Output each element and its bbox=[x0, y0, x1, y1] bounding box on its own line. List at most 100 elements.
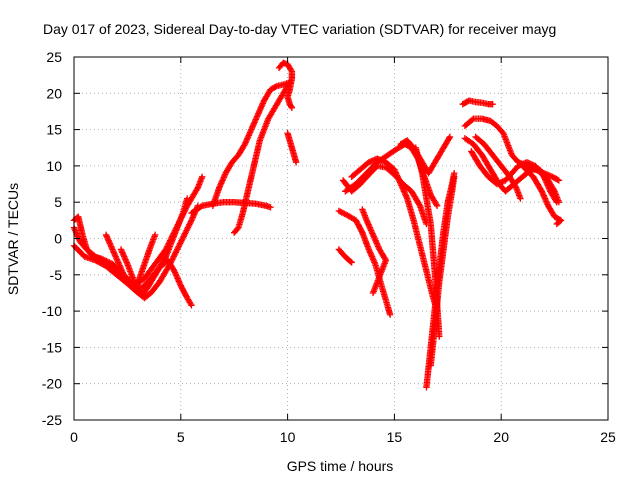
data-point bbox=[339, 209, 347, 217]
data-point bbox=[292, 159, 300, 166]
y-tick-label: -15 bbox=[42, 339, 62, 355]
series-arc-20 bbox=[423, 169, 458, 391]
x-tick-label: 25 bbox=[600, 429, 616, 445]
series-arc-24 bbox=[468, 148, 560, 206]
data-point bbox=[553, 199, 560, 206]
chart-title: Day 017 of 2023, Sidereal Day-to-day VTE… bbox=[43, 21, 556, 37]
data-point bbox=[335, 207, 343, 215]
data-point bbox=[170, 266, 177, 274]
data-point bbox=[175, 243, 182, 250]
data-point bbox=[554, 219, 562, 227]
x-axis-label: GPS time / hours bbox=[287, 458, 394, 474]
data-point bbox=[187, 300, 194, 308]
data-point bbox=[184, 195, 191, 202]
data-point bbox=[446, 133, 454, 141]
data-point bbox=[517, 195, 524, 202]
series-arc-05 bbox=[117, 195, 191, 299]
series-arc-10 bbox=[284, 130, 300, 166]
series-arc-22 bbox=[461, 115, 563, 184]
data-point bbox=[436, 333, 443, 340]
data-point bbox=[553, 220, 560, 228]
series-arc-16 bbox=[359, 206, 390, 297]
data-point bbox=[489, 100, 496, 108]
axis-ticks: 0 5 10 15 20 25 -25 -20 -15 -10 -5 0 5 10 15 20 25 bbox=[42, 49, 616, 445]
data-point bbox=[186, 220, 194, 227]
data-point bbox=[174, 246, 181, 253]
data-point bbox=[166, 260, 174, 268]
data-point bbox=[386, 311, 394, 318]
data-point bbox=[171, 250, 179, 257]
x-tick-label: 15 bbox=[387, 429, 403, 445]
data-point bbox=[341, 210, 348, 218]
series-arc-07 bbox=[231, 79, 293, 236]
series-arc-08 bbox=[209, 79, 293, 210]
data-point bbox=[176, 240, 184, 247]
data-point bbox=[171, 251, 178, 259]
y-tick-label: 25 bbox=[46, 49, 62, 65]
data-point bbox=[132, 281, 140, 289]
data-point bbox=[446, 134, 453, 142]
y-tick-label: 20 bbox=[46, 85, 62, 101]
y-tick-label: 10 bbox=[46, 158, 62, 174]
data-point bbox=[272, 83, 279, 90]
data-point bbox=[359, 206, 366, 213]
data-point bbox=[181, 230, 189, 237]
data-point bbox=[172, 249, 180, 256]
series-arc-06 bbox=[188, 199, 274, 217]
y-tick-label: 5 bbox=[54, 194, 62, 210]
data-point bbox=[167, 259, 175, 266]
series-arc-12 bbox=[335, 207, 394, 318]
data-point bbox=[184, 225, 191, 233]
data-point bbox=[178, 237, 185, 244]
data-point bbox=[358, 228, 365, 235]
y-axis-label: SDTVAR / TECUs bbox=[5, 183, 21, 295]
series-arc-04 bbox=[102, 231, 159, 289]
data-point bbox=[555, 177, 563, 184]
data-point bbox=[337, 208, 344, 215]
data-point bbox=[377, 247, 384, 254]
data-point bbox=[130, 277, 138, 284]
data-point bbox=[451, 169, 458, 177]
data-point bbox=[179, 236, 186, 243]
data-point bbox=[347, 258, 354, 265]
data-point bbox=[288, 104, 296, 112]
data-point bbox=[180, 233, 187, 240]
data-point bbox=[193, 185, 201, 193]
data-point bbox=[348, 259, 355, 266]
data-point bbox=[174, 244, 182, 252]
series-arc-21 bbox=[459, 97, 496, 108]
data-point bbox=[184, 224, 192, 231]
data-point bbox=[433, 201, 440, 208]
data-point bbox=[554, 176, 561, 183]
series-arc-26 bbox=[519, 162, 565, 228]
data-point bbox=[469, 116, 476, 123]
data-point bbox=[173, 247, 180, 255]
data-point bbox=[131, 278, 138, 286]
data-point bbox=[169, 254, 177, 262]
data-point bbox=[188, 302, 195, 309]
data-point bbox=[197, 203, 205, 210]
data-point bbox=[179, 234, 187, 241]
data-point bbox=[186, 221, 193, 228]
series-arc-11 bbox=[335, 246, 355, 266]
data-point bbox=[287, 66, 295, 74]
y-tick-label: -25 bbox=[42, 412, 62, 428]
data-point bbox=[181, 231, 188, 239]
data-point bbox=[267, 204, 274, 211]
y-tick-label: 0 bbox=[54, 231, 62, 247]
data-point bbox=[512, 183, 519, 190]
series-arc-25 bbox=[472, 133, 524, 202]
y-tick-label: -20 bbox=[42, 376, 62, 392]
data-point bbox=[177, 238, 184, 246]
data-point bbox=[198, 173, 206, 180]
data-point bbox=[183, 227, 190, 234]
series-arc-01 bbox=[70, 224, 195, 309]
data-point bbox=[182, 228, 189, 236]
y-tick-label: -5 bbox=[50, 267, 63, 283]
data-point bbox=[133, 283, 140, 290]
data-point bbox=[416, 201, 423, 208]
x-tick-label: 10 bbox=[280, 429, 296, 445]
data-point bbox=[187, 218, 194, 226]
